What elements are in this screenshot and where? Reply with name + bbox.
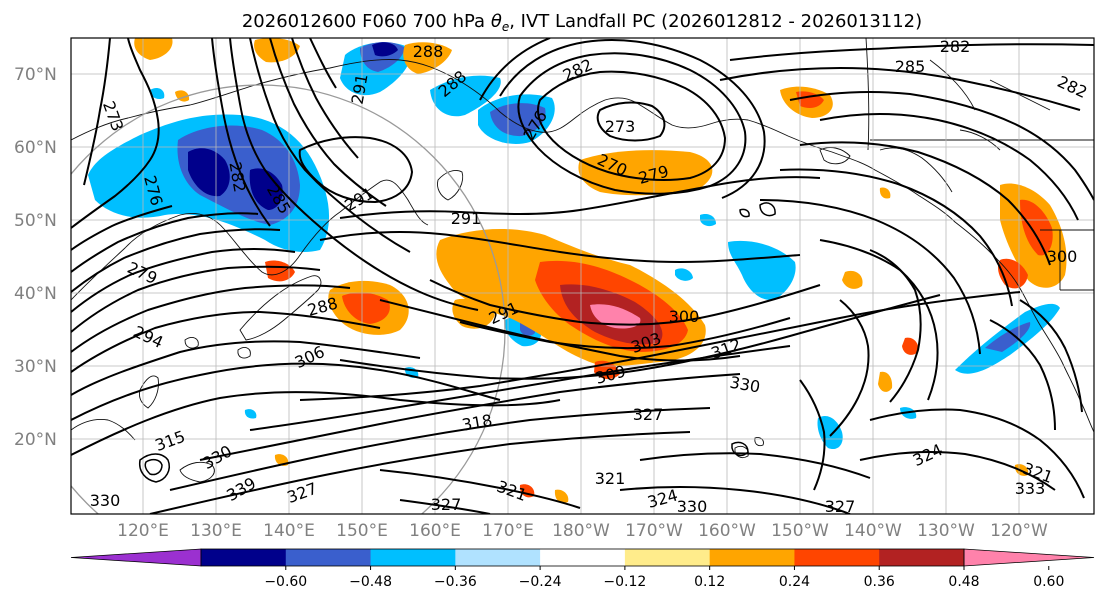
colorbar-segment — [285, 549, 372, 566]
colorbar-segment — [201, 549, 287, 566]
lon-label: 170°W — [625, 521, 683, 541]
lon-label: 130°W — [917, 521, 975, 541]
colorbar-segment — [370, 549, 456, 566]
lat-label: 40°N — [14, 284, 57, 304]
colorbar-tick-label: 0.36 — [864, 574, 895, 590]
colorbar-segment — [879, 549, 965, 566]
lon-label: 160°W — [698, 521, 756, 541]
lon-label: 180°W — [552, 521, 610, 541]
contour-label: 330 — [677, 497, 708, 516]
latitude-labels: 70°N 60°N 50°N 40°N 30°N 20°N — [14, 65, 57, 450]
lon-label: 120°E — [117, 521, 169, 541]
colorbar-segment — [794, 549, 880, 566]
contour-label: 273 — [605, 117, 636, 136]
chart-title: 2026012600 F060 700 hPa θe, IVT Landfall… — [242, 11, 922, 34]
colorbar-extend-high — [963, 548, 1095, 567]
lon-label: 140°W — [844, 521, 902, 541]
colorbar-segment — [455, 549, 541, 566]
lat-label: 30°N — [14, 357, 57, 377]
contour-label: 288 — [413, 42, 444, 61]
colorbar-extend-low — [70, 548, 202, 567]
contour-label: 282 — [940, 37, 971, 56]
lat-label: 70°N — [14, 65, 57, 85]
colorbar-tick-label: 0.48 — [948, 574, 979, 590]
colorbar-tick-label: −0.48 — [349, 574, 392, 590]
lon-label: 140°E — [263, 521, 315, 541]
contour-label: 327 — [431, 495, 462, 514]
colorbar-segment — [540, 549, 626, 566]
lon-label: 120°W — [990, 521, 1048, 541]
contour-label: 300 — [669, 307, 700, 326]
colorbar-tick-label: 0.24 — [779, 574, 810, 590]
lon-label: 150°W — [771, 521, 829, 541]
longitude-labels: 120°E 130°E 140°E 150°E 160°E 170°E 180°… — [117, 521, 1048, 541]
lon-label: 150°E — [336, 521, 388, 541]
colorbar-tick-label: −0.36 — [434, 574, 477, 590]
contour-label: 291 — [451, 209, 482, 228]
map-frame — [70, 37, 1095, 515]
colorbar-segment — [709, 549, 795, 566]
colorbar-segment — [624, 549, 711, 566]
colorbar-outline — [200, 548, 965, 567]
lat-label: 50°N — [14, 211, 57, 231]
lon-label: 160°E — [409, 521, 461, 541]
lon-label: 130°E — [190, 521, 242, 541]
contour-label: 327 — [825, 497, 856, 516]
lon-label: 170°E — [482, 521, 534, 541]
landfall-circle — [71, 84, 506, 514]
colorbar: −0.60 −0.48 −0.36 −0.24 −0.12 0.12 0.24 0.36 0.4… — [70, 548, 1095, 590]
contour-label: 300 — [1047, 247, 1078, 266]
contour-label: 327 — [633, 405, 664, 424]
lat-label: 20°N — [14, 430, 57, 450]
colorbar-tick-label: −0.12 — [603, 574, 646, 590]
colorbar-tick-label: 0.60 — [1033, 574, 1064, 590]
contour-label: 321 — [595, 469, 626, 488]
colorbar-tick-label: −0.60 — [264, 574, 307, 590]
contour-label: 333 — [1015, 479, 1046, 498]
colorbar-tick-label: 0.12 — [694, 574, 725, 590]
map-area: 288 282 285 282 273 291 288 282 276 273 … — [71, 37, 1094, 516]
contour-label: 285 — [895, 57, 926, 76]
lat-label: 60°N — [14, 138, 57, 158]
contour-label: 330 — [90, 491, 121, 510]
colorbar-tick-label: −0.24 — [519, 574, 562, 590]
theta-e-contours — [71, 38, 1094, 514]
